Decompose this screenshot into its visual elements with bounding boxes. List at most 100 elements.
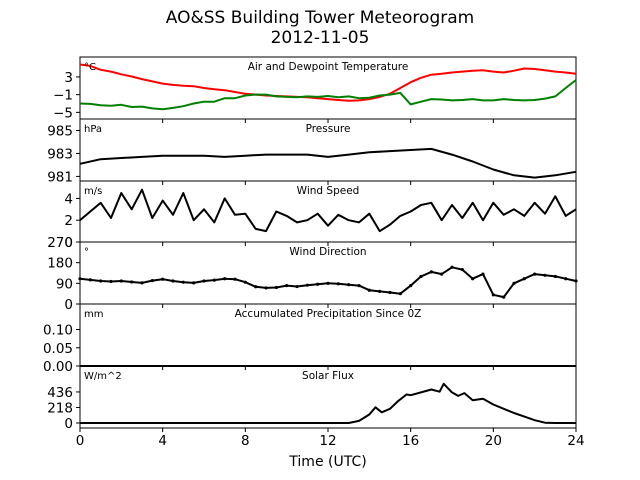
y-tick-label: 983 — [47, 146, 73, 162]
y-tick-label: 0.10 — [43, 323, 73, 339]
wind-direction-point — [109, 279, 113, 284]
wind-direction-point — [378, 289, 382, 293]
wind-direction-point — [367, 288, 371, 292]
wind-direction-point — [543, 273, 547, 277]
series-line-solar_flux-0 — [80, 382, 576, 424]
wind-direction-point — [502, 295, 506, 299]
y-tick-label: 436 — [47, 385, 73, 401]
y-tick-label: 985 — [47, 123, 73, 139]
wind-direction-point — [429, 270, 433, 274]
wind-direction-point — [161, 277, 165, 281]
wind-direction-point — [419, 274, 423, 279]
y-tick-label: 0.05 — [43, 341, 73, 357]
panel-temperature: 3 −1−5 °C Air and Dewpoint Temperature — [53, 56, 577, 123]
wind-direction-point — [274, 285, 278, 290]
wind-direction-point — [243, 280, 247, 284]
x-tick-label: 20 — [485, 433, 502, 449]
y-tick-label: 0.00 — [43, 359, 73, 375]
wind-direction-point — [130, 280, 134, 284]
x-tick-label: 8 — [241, 433, 250, 449]
y-tick-label: 4 — [64, 191, 73, 207]
wind-direction-point — [305, 283, 309, 287]
x-tick-label: 0 — [76, 433, 85, 449]
wind-direction-point — [388, 290, 392, 295]
panel-wind_direction: 270 180 90 0 ° Wind Direction — [47, 235, 578, 313]
wind-direction-point — [471, 277, 475, 281]
wind-direction-point — [533, 272, 537, 276]
wind-direction-point — [512, 281, 516, 285]
unit-label: W/m^2 — [84, 371, 122, 382]
series-line-pressure-0 — [79, 147, 577, 179]
panel-title: Accumulated Precipitation Since 0Z — [235, 308, 422, 320]
wind-direction-point — [192, 281, 196, 285]
panel-wind_speed: 4 2 0 m/s Wind Speed — [64, 180, 577, 251]
wind-direction-point — [212, 278, 216, 282]
panel-title: Air and Dewpoint Temperature — [248, 61, 409, 73]
wind-direction-point — [99, 279, 103, 283]
series-line-temperature-0 — [79, 63, 577, 102]
wind-direction-point — [202, 279, 206, 283]
y-tick-label: 0 — [64, 416, 73, 432]
panels-group: 3−1−5°C Air and Dewpoint Temperature98598… — [43, 56, 578, 432]
wind-direction-point — [357, 284, 361, 288]
panel-title: Solar Flux — [302, 370, 354, 382]
wind-direction-point — [347, 283, 351, 287]
wind-direction-point — [316, 282, 320, 286]
y-tick-label: 981 — [47, 169, 73, 185]
wind-direction-point — [450, 265, 454, 269]
wind-direction-point — [481, 272, 485, 276]
wind-direction-point — [264, 286, 268, 290]
wind-direction-point — [440, 272, 444, 276]
panel-title: Pressure — [306, 123, 351, 135]
y-tick-label: 3 — [64, 70, 73, 86]
wind-direction-point — [409, 284, 413, 288]
wind-direction-point — [564, 277, 568, 281]
y-tick-label: 180 — [47, 256, 73, 272]
y-tick-label: 218 — [47, 400, 73, 416]
y-tick-label: 0 — [64, 297, 73, 313]
wind-direction-point — [119, 279, 123, 283]
wind-direction-point — [398, 292, 402, 296]
wind-direction-point — [553, 274, 557, 279]
x-axis-label: Time (UTC) — [288, 454, 366, 470]
wind-direction-point — [171, 279, 175, 283]
y-tick-label: −1 — [53, 88, 73, 104]
wind-direction-point — [491, 293, 495, 297]
unit-label: °C — [84, 62, 96, 73]
wind-direction-point — [223, 277, 227, 281]
x-tick-label: 4 — [158, 433, 167, 449]
unit-label: ° — [84, 247, 89, 258]
wind-direction-point — [336, 282, 340, 286]
wind-direction-point — [574, 279, 578, 283]
wind-direction-point — [254, 285, 258, 289]
y-tick-label: 270 — [47, 235, 73, 251]
y-tick-label: 2 — [64, 213, 73, 229]
wind-direction-point — [285, 284, 289, 288]
x-tick-label: 12 — [319, 433, 336, 449]
wind-direction-point — [326, 281, 330, 285]
wind-direction-point — [88, 278, 92, 282]
series-line-wind_speed-0 — [79, 188, 577, 233]
chart-date: 2012-11-05 — [270, 28, 370, 48]
panel-pressure: 985 983 981 hPa Pressure — [47, 118, 577, 185]
wind-direction-point — [78, 277, 82, 281]
series-line-temperature-1 — [79, 79, 577, 111]
wind-direction-point — [150, 278, 154, 283]
panel-precipitation: 0.10 0.05 0.00 mm Accumulated Precipitation … — [43, 303, 577, 375]
unit-label: m/s — [84, 186, 102, 197]
unit-label: hPa — [84, 124, 102, 135]
x-tick-label: 24 — [567, 433, 584, 449]
wind-direction-point — [295, 284, 299, 289]
wind-direction-point — [233, 277, 237, 281]
wind-direction-point — [140, 281, 144, 285]
panel-title: Wind Direction — [289, 246, 366, 258]
panel-title: Wind Speed — [297, 185, 360, 197]
y-tick-label: 0 — [64, 235, 73, 251]
unit-label: mm — [84, 309, 103, 320]
y-tick-label: −5 — [53, 105, 73, 121]
wind-direction-point — [181, 280, 185, 284]
x-tick-label: 16 — [402, 433, 419, 449]
chart-title: AO&SS Building Tower Meteorogram — [165, 8, 475, 28]
